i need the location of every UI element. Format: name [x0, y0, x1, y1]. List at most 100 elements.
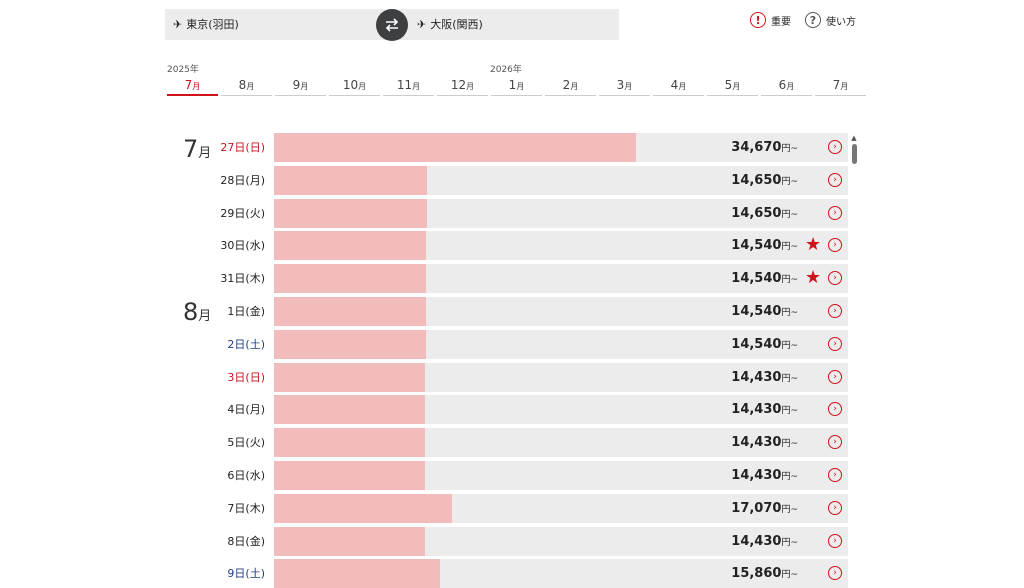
year-label-2026: 2026年	[490, 65, 522, 75]
scroll-thumb[interactable]	[852, 144, 857, 164]
month-tab-number: 2	[562, 78, 571, 92]
month-tab[interactable]: 7月	[815, 76, 866, 96]
departure-plane-icon: ✈	[173, 18, 183, 31]
fare-row[interactable]: 27日(日) 34,670円~ ›	[165, 133, 855, 162]
arrival-plane-icon: ✈	[417, 18, 427, 31]
fare-price-unit: 円~	[781, 570, 798, 581]
chevron-right-icon[interactable]: ›	[828, 271, 842, 286]
chevron-right-icon[interactable]: ›	[828, 435, 842, 450]
fare-list[interactable]: 27日(日) 34,670円~ › 28日(月) 14,650円~ › 29日(火) 14,6…	[165, 131, 865, 588]
fare-row[interactable]: 2日(土) 14,540円~ ›	[165, 329, 855, 359]
month-tab[interactable]: 10月	[329, 76, 380, 96]
month-tab-unit: 月	[678, 82, 687, 91]
scrollbar[interactable]: ▲	[851, 135, 857, 165]
fare-row[interactable]: 8日(金) 14,430円~ ›	[165, 526, 855, 556]
fare-date: 4日(月)	[227, 403, 265, 417]
month-tab[interactable]: 2月	[545, 76, 596, 96]
fare-row[interactable]: 1日(金) 14,540円~ ›	[165, 297, 855, 326]
origin-field[interactable]: ✈ 東京(羽田)	[173, 9, 239, 40]
month-tabs: 7月 8月 9月 10月 11月 12月 1月 2月 3月 4月 5月 6月 7月	[167, 76, 866, 96]
month-tab[interactable]: 6月	[761, 76, 812, 96]
fare-bar	[274, 526, 425, 556]
month-tab-unit: 月	[516, 82, 525, 91]
fare-row[interactable]: 5日(火) 14,430円~ ›	[165, 428, 855, 458]
important-link[interactable]: ! 重要	[750, 12, 791, 28]
fare-price-value: 14,540	[731, 336, 782, 352]
month-tab[interactable]: 9月	[275, 76, 326, 96]
fare-bar	[274, 231, 426, 261]
month-tab[interactable]: 3月	[599, 76, 650, 96]
month-tab-number: 9	[292, 78, 301, 92]
fare-price-unit: 円~	[781, 144, 798, 154]
fare-bar	[274, 165, 427, 195]
month-tab[interactable]: 4月	[653, 76, 704, 96]
month-tab[interactable]: 1月	[491, 76, 542, 96]
scroll-up-icon[interactable]: ▲	[851, 134, 857, 142]
chevron-right-icon[interactable]: ›	[828, 336, 842, 351]
chevron-right-icon[interactable]: ›	[828, 304, 842, 318]
fare-bar	[274, 559, 440, 588]
fare-price-value: 14,430	[731, 369, 782, 385]
fare-row[interactable]: 7日(木) 17,070円~ ›	[165, 493, 855, 523]
exclamation-icon: !	[750, 12, 766, 28]
fare-row[interactable]: 9日(土) 15,860円~ ›	[165, 559, 855, 588]
chevron-right-icon[interactable]: ›	[828, 369, 842, 384]
chevron-right-icon[interactable]: ›	[828, 402, 842, 417]
month-tab-unit: 月	[570, 82, 579, 91]
month-tab-unit: 月	[840, 82, 849, 91]
fare-row[interactable]: 29日(火) 14,650円~ ›	[165, 198, 855, 228]
fare-price-value: 14,430	[731, 435, 782, 451]
month-tab-number: 8	[238, 78, 247, 92]
fare-price: 34,670円~	[731, 133, 798, 162]
fare-bar	[274, 133, 636, 162]
month-label-august: 8月	[183, 298, 212, 326]
fare-price-value: 14,540	[731, 271, 782, 287]
fare-bar	[274, 198, 427, 228]
chevron-right-icon[interactable]: ›	[828, 533, 842, 548]
fare-price-unit: 円~	[781, 406, 798, 417]
fare-date: 30日(水)	[220, 239, 265, 253]
chevron-right-icon[interactable]: ›	[828, 566, 842, 581]
year-label-2025: 2025年	[167, 65, 199, 75]
fare-price: 15,860円~	[731, 559, 798, 588]
fare-bar	[274, 493, 452, 523]
month-tab[interactable]: 8月	[221, 76, 272, 96]
fare-price-unit: 円~	[781, 308, 798, 318]
howto-link[interactable]: ? 使い方	[805, 12, 856, 28]
month-tab-number: 11	[396, 78, 413, 92]
fare-row[interactable]: 3日(日) 14,430円~ ›	[165, 362, 855, 392]
fare-row[interactable]: 4日(月) 14,430円~ ›	[165, 395, 855, 425]
month-tab-number: 1	[508, 78, 517, 92]
chevron-right-icon[interactable]: ›	[828, 238, 842, 253]
fare-row[interactable]: 30日(水) 14,540円~ ★ ›	[165, 231, 855, 261]
fare-price: 14,540円~	[731, 231, 798, 260]
fare-bar	[274, 461, 425, 490]
chevron-right-icon[interactable]: ›	[828, 468, 842, 482]
fare-price: 14,540円~	[731, 330, 798, 359]
month-tab[interactable]: 12月	[437, 76, 488, 96]
destination-field[interactable]: ✈ 大阪(関西)	[417, 9, 483, 40]
month-tab[interactable]: 11月	[383, 76, 434, 96]
fare-row[interactable]: 31日(木) 14,540円~ ★ ›	[165, 264, 855, 294]
swap-route-button[interactable]	[376, 9, 408, 41]
chevron-right-icon[interactable]: ›	[828, 140, 842, 154]
chevron-right-icon[interactable]: ›	[828, 172, 842, 187]
month-label-july: 7月	[183, 135, 212, 163]
fare-price-value: 34,670	[731, 140, 782, 155]
fare-row[interactable]: 28日(月) 14,650円~ ›	[165, 165, 855, 195]
howto-label: 使い方	[826, 16, 856, 28]
lowest-fare-star-icon: ★	[805, 234, 822, 256]
fare-bar	[274, 362, 425, 392]
fare-row[interactable]: 6日(水) 14,430円~ ›	[165, 461, 855, 490]
month-tab-unit: 月	[466, 82, 475, 91]
fare-price: 14,540円~	[731, 264, 798, 293]
month-tab-number: 7	[832, 78, 841, 92]
month-tab-unit: 月	[624, 82, 633, 91]
month-tab[interactable]: 7月	[167, 76, 218, 96]
month-tab[interactable]: 5月	[707, 76, 758, 96]
question-icon: ?	[805, 12, 821, 28]
fare-price: 14,430円~	[731, 461, 798, 490]
chevron-right-icon[interactable]: ›	[828, 205, 842, 220]
chevron-right-icon[interactable]: ›	[828, 500, 842, 515]
month-tab-unit: 月	[300, 82, 309, 91]
